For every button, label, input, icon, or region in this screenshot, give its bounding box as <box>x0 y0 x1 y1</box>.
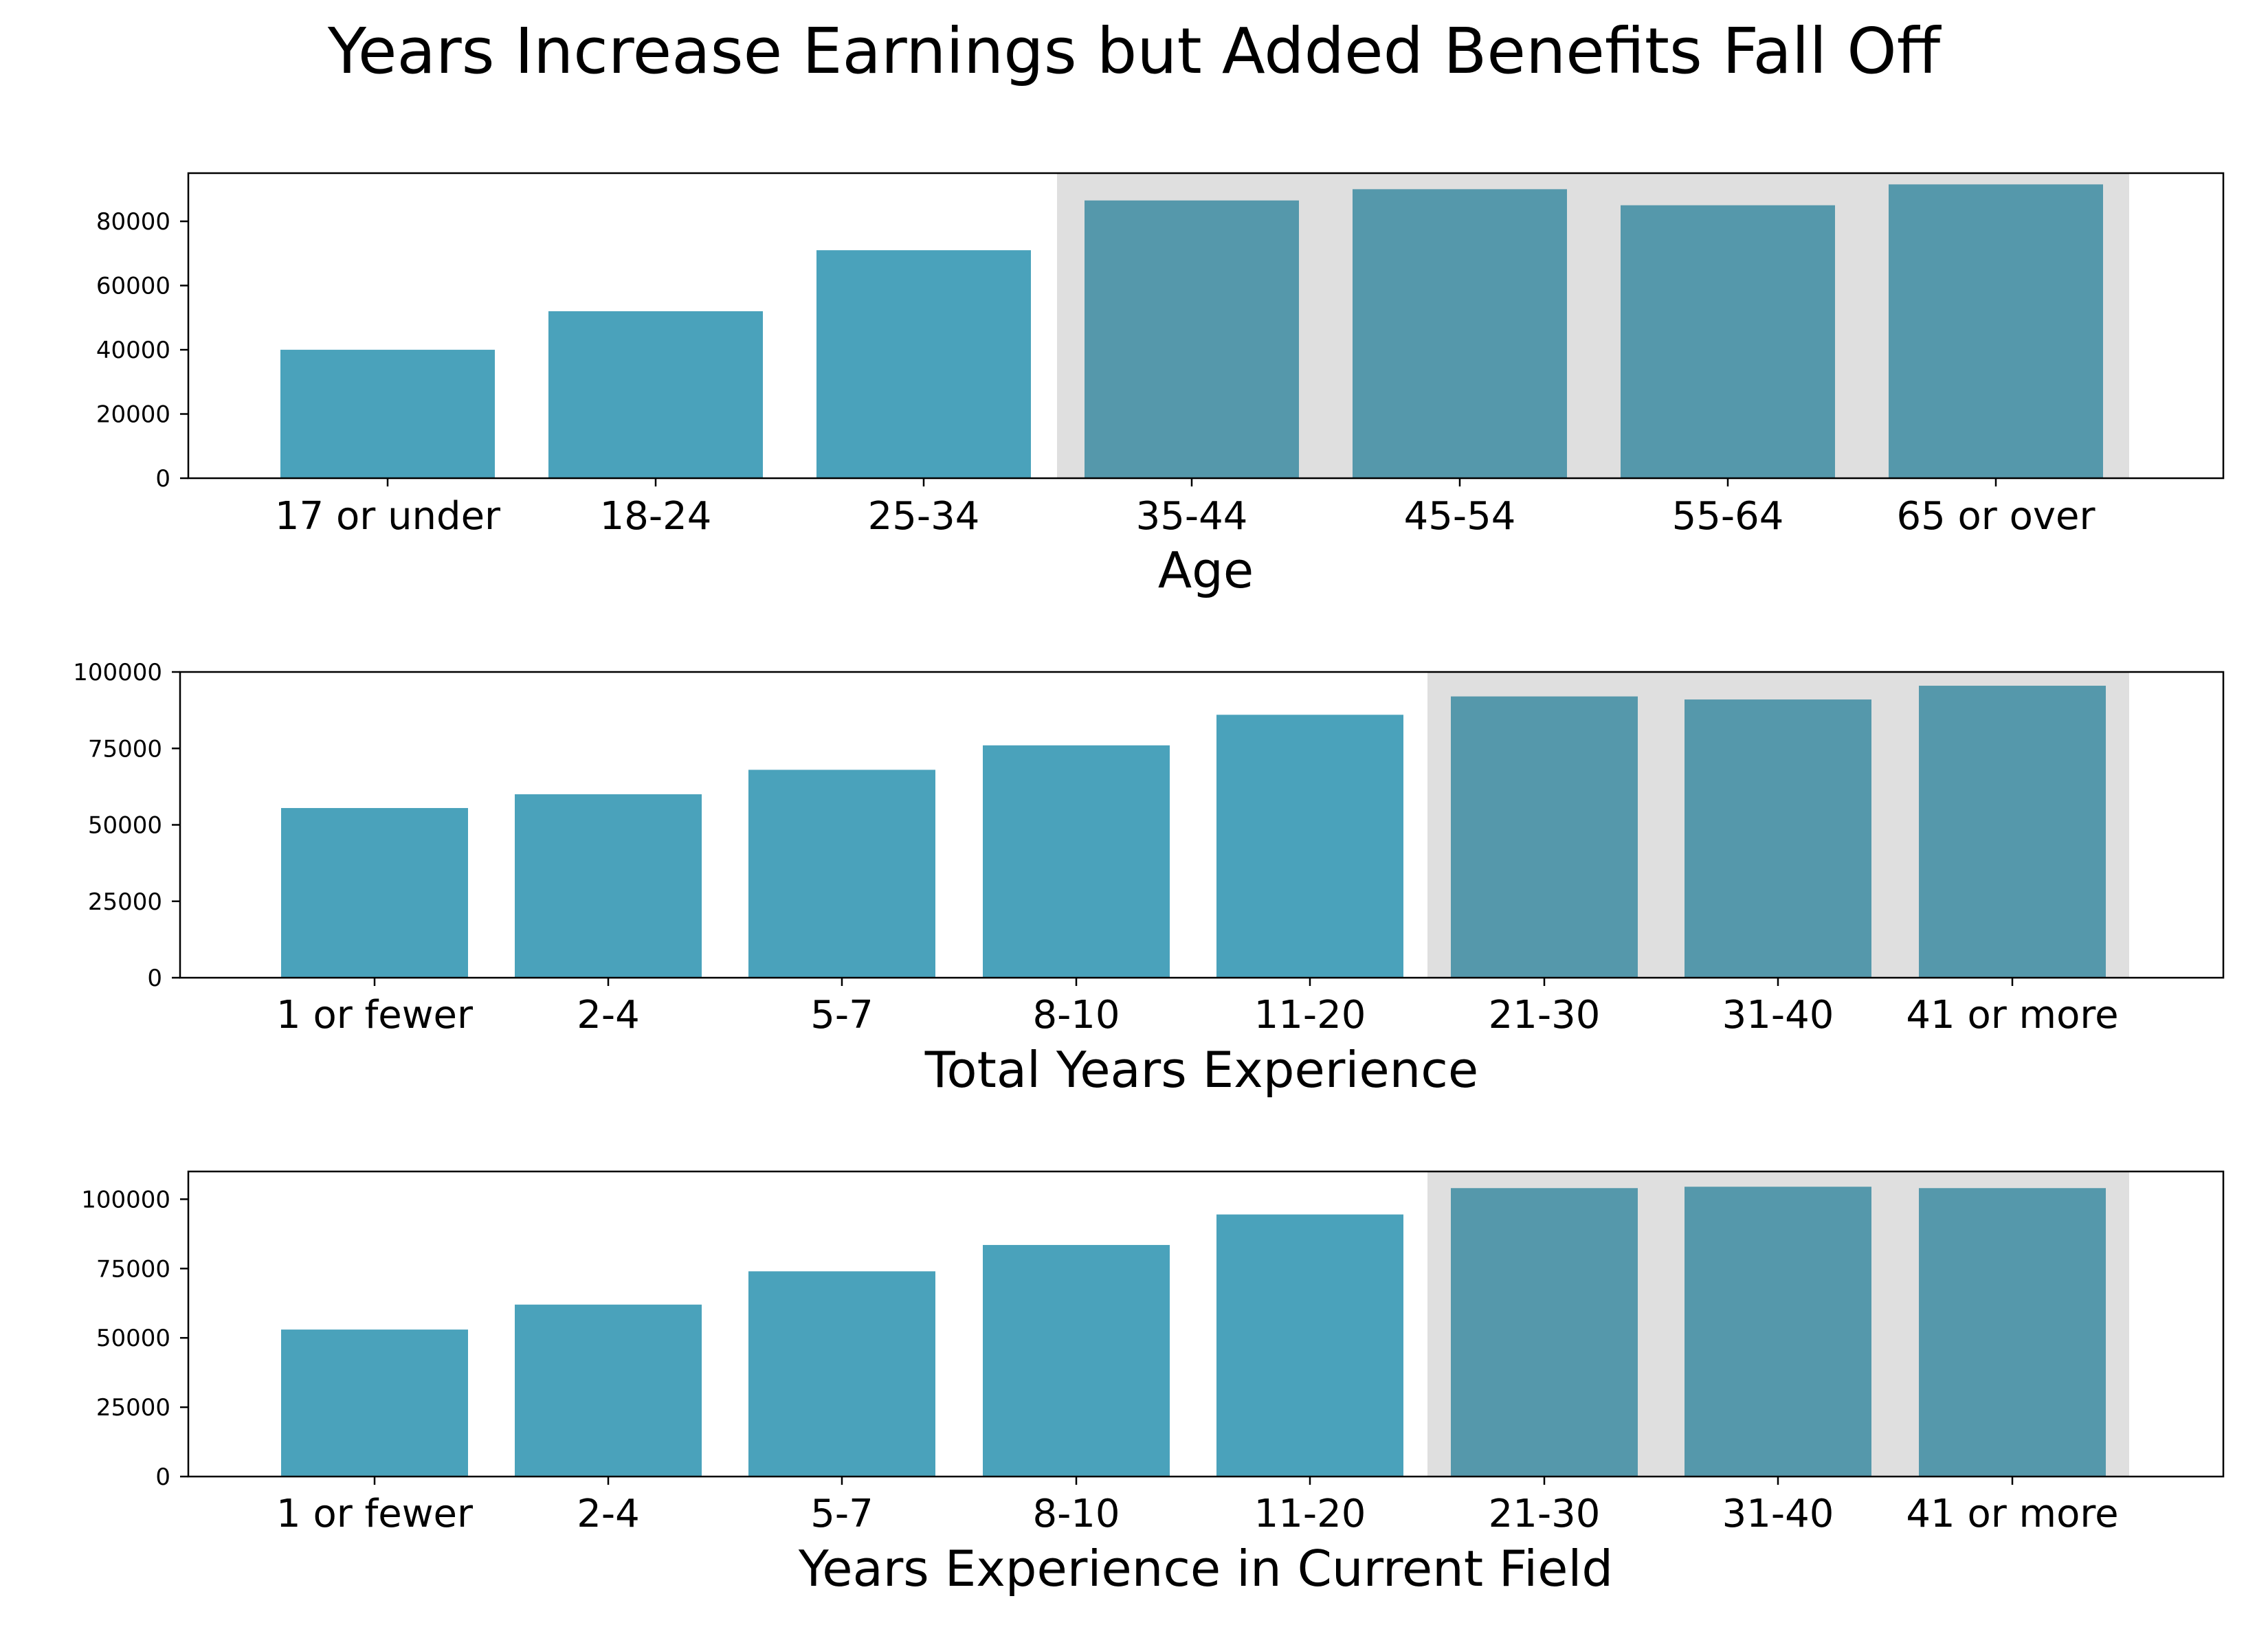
x-tick-label: 45-54 <box>1404 494 1516 539</box>
y-tick-label: 60000 <box>96 273 170 300</box>
bar-2-4 <box>515 794 702 978</box>
bar-1-or-fewer <box>281 808 468 978</box>
bar-31-40 <box>1685 699 1871 978</box>
bar-5-7 <box>748 1271 935 1477</box>
y-tick-label: 50000 <box>88 812 162 840</box>
x-tick-label: 25-34 <box>868 494 980 539</box>
x-axis-label: Total Years Experience <box>924 1041 1478 1099</box>
bar-8-10 <box>983 745 1170 978</box>
axes-frame <box>187 172 2225 480</box>
x-tick-label: 5-7 <box>810 1492 873 1536</box>
x-tick-label: 1 or fewer <box>276 1492 474 1536</box>
bar-21-30 <box>1451 1188 1638 1477</box>
bar-2-4 <box>515 1304 702 1477</box>
chart-panel-1: 0 20000 40000 60000 80000 17 or under 18-24 25-… <box>96 172 2225 599</box>
chart-title: Years Increase Earnings but Added Benefi… <box>327 14 1942 88</box>
x-tick-label: 8-10 <box>1032 1492 1120 1536</box>
x-tick-label: 2-4 <box>577 1492 639 1536</box>
bar-8-10 <box>983 1244 1170 1477</box>
x-tick-label: 31-40 <box>1722 1492 1834 1536</box>
x-tick-label: 8-10 <box>1032 993 1120 1037</box>
chart-panels: 0 20000 40000 60000 80000 17 or under 18-24 25-… <box>73 172 2225 1597</box>
x-tick-label: 31-40 <box>1722 993 1834 1037</box>
bar-25-34 <box>816 250 1031 478</box>
x-tick-label: 1 or fewer <box>276 993 474 1037</box>
bar-31-40 <box>1685 1187 1871 1477</box>
y-tick-label: 75000 <box>96 1255 170 1283</box>
x-tick-label: 41 or more <box>1906 993 2118 1037</box>
bar-21-30 <box>1451 696 1638 978</box>
x-tick-label: 18-24 <box>600 494 712 539</box>
bar-18-24 <box>548 311 763 478</box>
bar-17-or-under <box>280 350 495 478</box>
x-tick-label: 17 or under <box>275 494 501 539</box>
bar-5-7 <box>748 770 935 978</box>
bar-45-54 <box>1353 189 1567 478</box>
y-tick-label: 0 <box>155 1463 170 1491</box>
chart-panel-2: 0 25000 50000 75000 100000 1 or fewer 2-4 5-7 8-… <box>73 659 2225 1099</box>
x-tick-label: 35-44 <box>1136 494 1248 539</box>
y-tick-label: 75000 <box>88 735 162 763</box>
bar-55-64 <box>1621 205 1835 478</box>
x-tick-label: 41 or more <box>1906 1492 2118 1536</box>
axes-frame <box>187 1170 2225 1478</box>
x-tick-label: 21-30 <box>1489 1492 1601 1536</box>
y-tick-label: 80000 <box>96 208 170 236</box>
x-axis-label: Years Experience in Current Field <box>798 1540 1613 1597</box>
y-tick-label: 40000 <box>96 337 170 364</box>
x-axis-label: Age <box>1158 541 1254 599</box>
x-tick-label: 11-20 <box>1254 1492 1366 1536</box>
y-tick-label: 20000 <box>96 401 170 429</box>
bar-65-or-over <box>1889 184 2103 478</box>
y-tick-label: 0 <box>147 965 162 992</box>
x-tick-label: 5-7 <box>810 993 873 1037</box>
x-tick-label: 55-64 <box>1672 494 1784 539</box>
x-tick-label: 11-20 <box>1254 993 1366 1037</box>
x-tick-label: 2-4 <box>577 993 639 1037</box>
bar-11-20 <box>1216 1214 1403 1477</box>
y-tick-label: 0 <box>155 465 170 493</box>
bar-35-44 <box>1085 200 1299 478</box>
y-tick-label: 100000 <box>81 1186 170 1213</box>
y-tick-label: 50000 <box>96 1325 170 1352</box>
bar-41-or-more <box>1919 686 2106 978</box>
x-tick-label: 65 or over <box>1896 494 2095 539</box>
x-tick-label: 21-30 <box>1489 993 1601 1037</box>
chart-panel-3: 0 25000 50000 75000 100000 1 or fewer 2-4 5-7 8-… <box>81 1170 2225 1597</box>
bar-1-or-fewer <box>281 1330 468 1477</box>
bar-11-20 <box>1216 715 1403 978</box>
bar-41-or-more <box>1919 1188 2106 1477</box>
y-tick-label: 100000 <box>73 659 162 686</box>
y-tick-label: 25000 <box>96 1394 170 1422</box>
y-tick-label: 25000 <box>88 888 162 916</box>
